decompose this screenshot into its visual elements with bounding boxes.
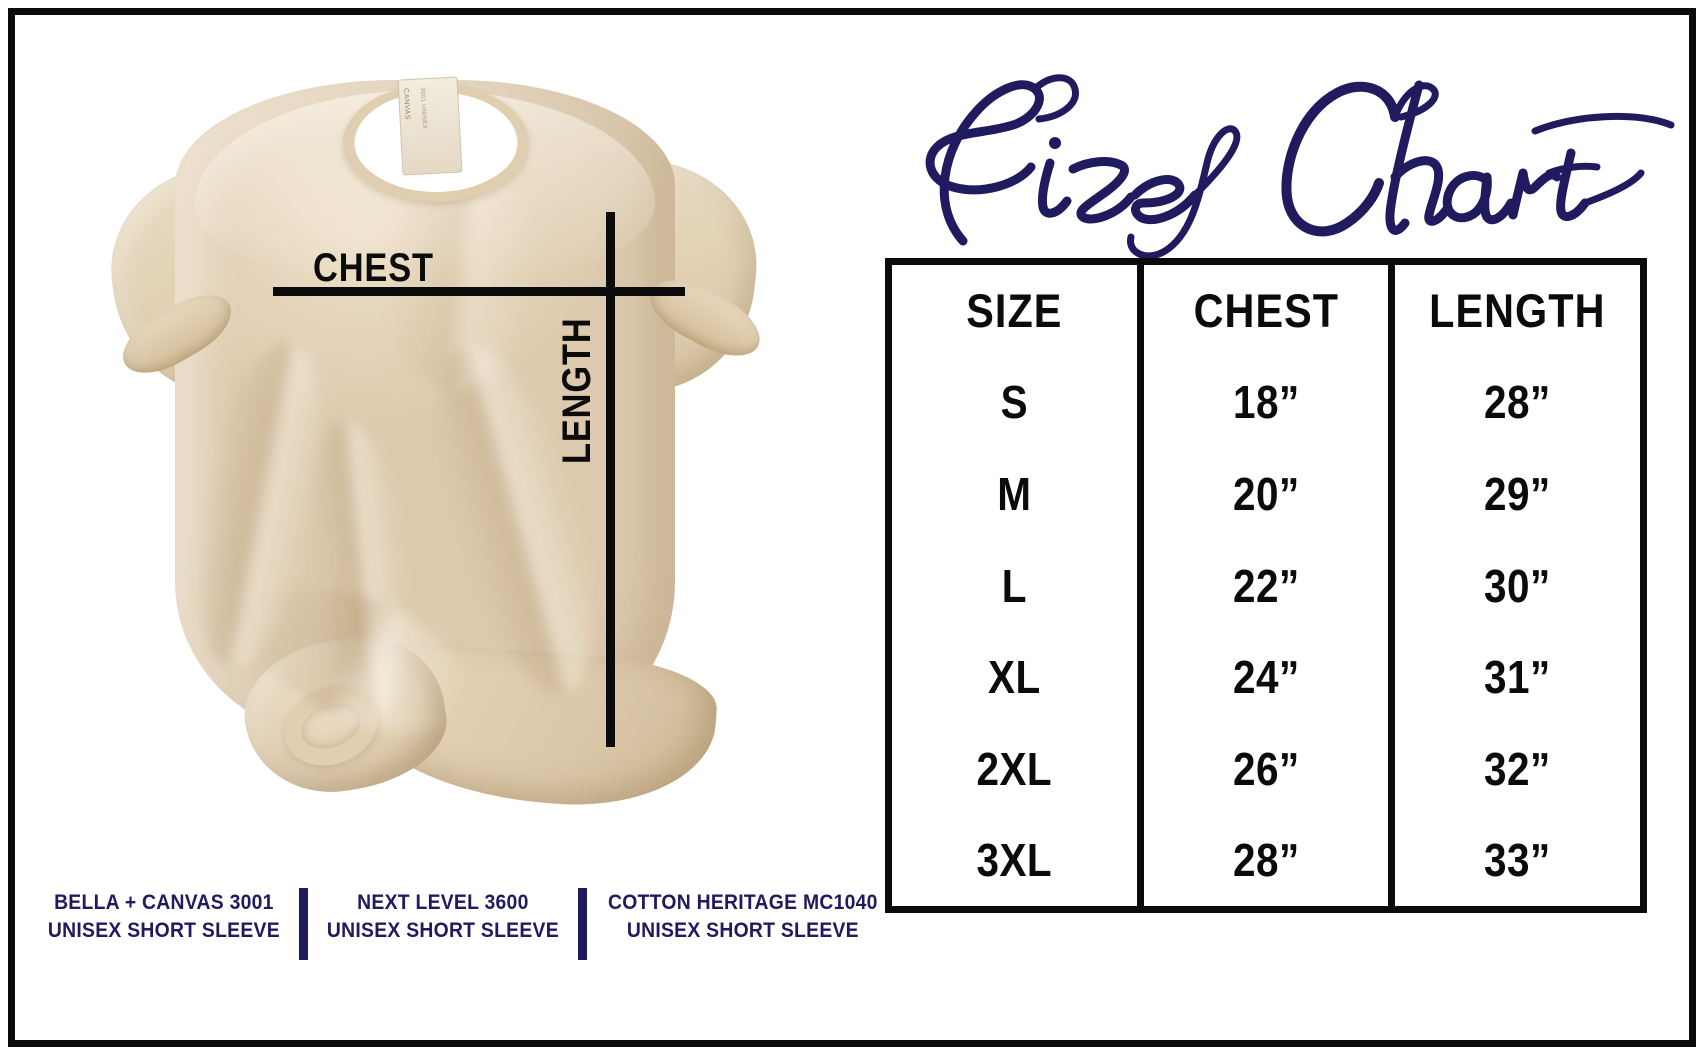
footer-brand-cotton-heritage: COTTON HERITAGE MC1040 UNISEX SHORT SLEE… <box>602 888 883 945</box>
table-header-chest: CHEST <box>1193 284 1339 338</box>
neck-tag-line-2: 3001 UNISEX <box>418 87 428 130</box>
table-cell-length-xl: 31” <box>1484 651 1551 704</box>
tshirt-illustration: CANVAS 3001 UNISEX CHEST LENGTH <box>55 40 795 840</box>
footer-brand-bella-canvas: BELLA + CANVAS 3001 UNISEX SHORT SLEEVE <box>42 888 285 945</box>
neck-tag-line-1: CANVAS <box>401 88 411 121</box>
chest-measure-line <box>273 287 685 296</box>
table-header-size: SIZE <box>966 284 1063 338</box>
table-cell-chest-2xl: 26” <box>1232 742 1300 795</box>
table-column-size: SIZE S M L XL 2XL 3XL <box>892 265 1137 906</box>
length-label: LENGTH <box>555 317 599 464</box>
table-cell-size-2xl: 2XL <box>976 742 1053 795</box>
table-cell-chest-3xl: 28” <box>1232 834 1300 887</box>
length-measure-line <box>606 212 615 747</box>
chest-label: CHEST <box>313 246 434 290</box>
size-chart-table: SIZE S M L XL 2XL 3XL CHEST 18” 20” 22” … <box>885 258 1647 913</box>
table-cell-size-xl: XL <box>988 651 1041 704</box>
table-cell-size-m: M <box>997 467 1032 520</box>
table-column-chest: CHEST 18” 20” 22” 24” 26” 28” <box>1136 265 1389 906</box>
table-cell-length-3xl: 33” <box>1484 834 1551 887</box>
table-cell-chest-m: 20” <box>1232 467 1300 520</box>
table-cell-length-m: 29” <box>1484 467 1551 520</box>
brand-style: UNISEX SHORT SLEEVE <box>626 918 859 942</box>
outer-frame: CANVAS 3001 UNISEX CHEST LENGTH BELLA + … <box>8 8 1696 1047</box>
footer-brand-next-level: NEXT LEVEL 3600 UNISEX SHORT SLEEVE <box>321 888 564 945</box>
table-cell-chest-l: 22” <box>1232 559 1300 612</box>
product-photo-pane: CANVAS 3001 UNISEX CHEST LENGTH <box>15 15 835 855</box>
table-column-length: LENGTH 28” 29” 30” 31” 32” 33” <box>1388 265 1640 906</box>
table-cell-chest-s: 18” <box>1232 376 1300 429</box>
brand-footer: BELLA + CANVAS 3001 UNISEX SHORT SLEEVE … <box>29 861 884 971</box>
footer-divider <box>577 888 587 960</box>
table-cell-size-l: L <box>1001 559 1027 612</box>
table-header-length: LENGTH <box>1429 284 1606 338</box>
table-cell-length-s: 28” <box>1484 376 1551 429</box>
brand-name: COTTON HERITAGE MC1040 <box>607 889 878 914</box>
tshirt-neck-tag: CANVAS 3001 UNISEX <box>397 76 463 176</box>
table-cell-length-l: 30” <box>1484 559 1551 612</box>
size-chart-script-title <box>925 74 1675 260</box>
brand-style: UNISEX SHORT SLEEVE <box>47 918 280 942</box>
brand-name: NEXT LEVEL 3600 <box>356 889 529 914</box>
brand-name: BELLA + CANVAS 3001 <box>54 889 274 914</box>
table-cell-size-s: S <box>1000 376 1029 429</box>
page-title: Size Chart <box>835 45 1695 260</box>
table-cell-length-2xl: 32” <box>1484 742 1551 795</box>
table-cell-chest-xl: 24” <box>1232 651 1300 704</box>
size-chart-pane: Size Chart SIZE S M L XL 2XL 3XL CHEST 1… <box>835 15 1703 1054</box>
footer-divider <box>298 888 308 960</box>
brand-style: UNISEX SHORT SLEEVE <box>326 918 559 942</box>
table-cell-size-3xl: 3XL <box>976 834 1053 887</box>
